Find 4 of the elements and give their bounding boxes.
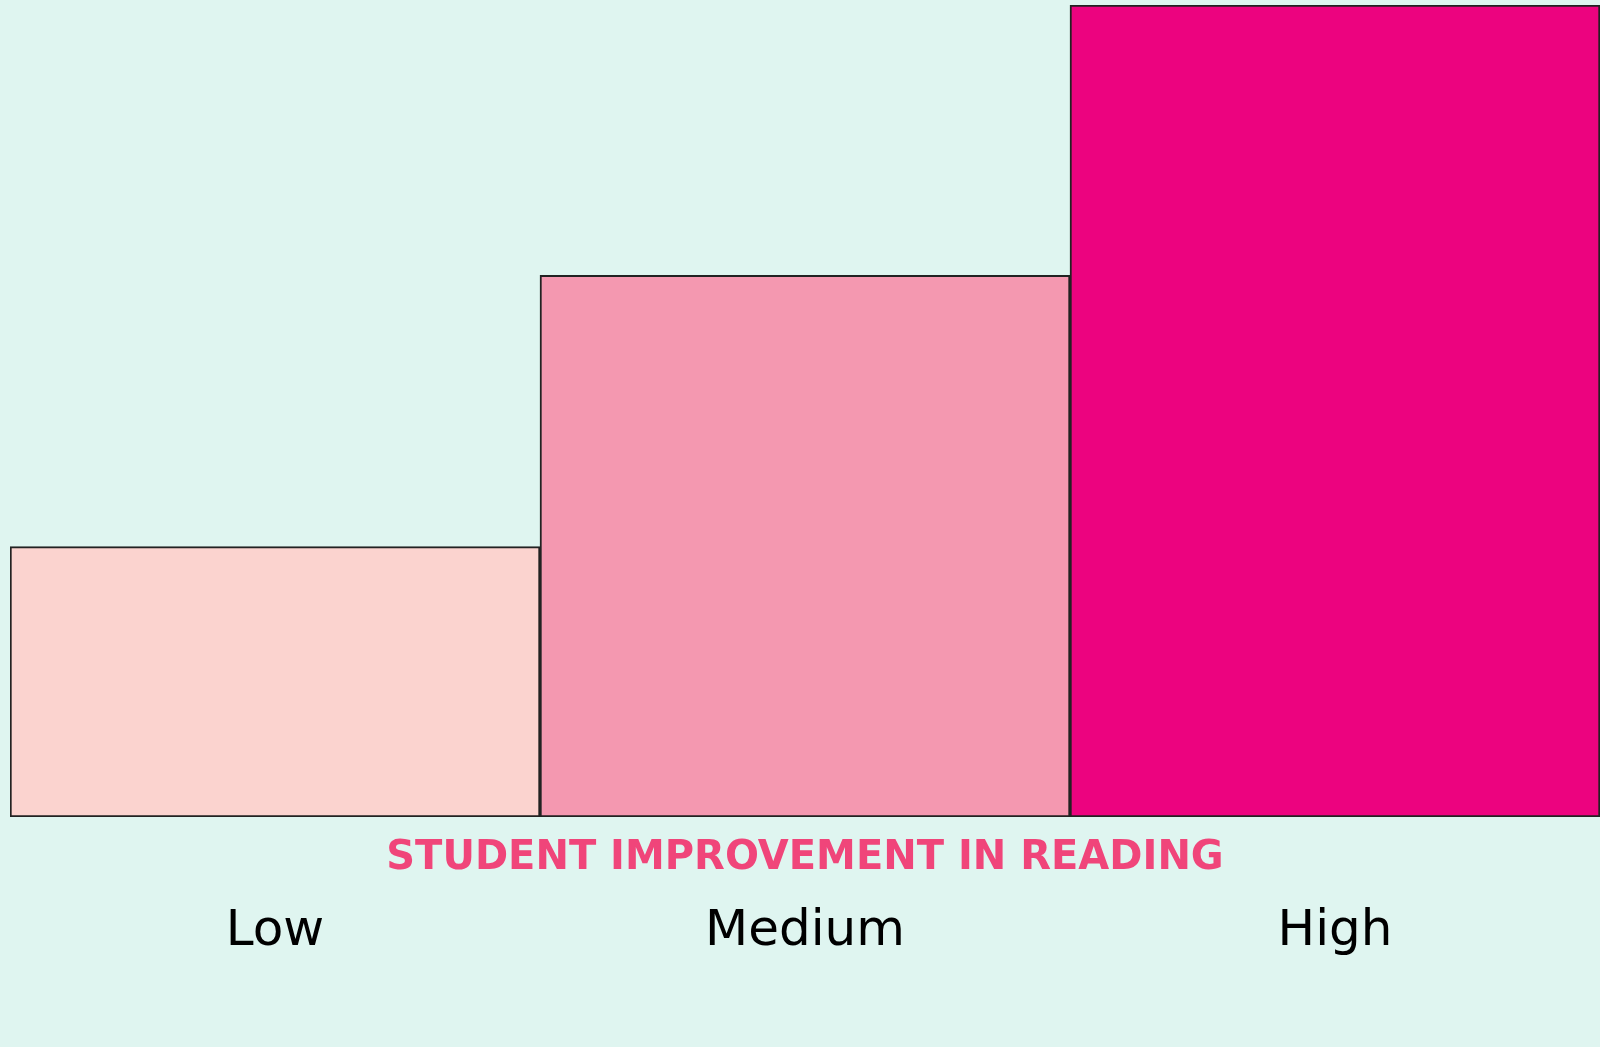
x-tick-label: Medium	[705, 898, 905, 957]
x-tick-label: High	[1277, 898, 1393, 957]
x-axis-title: STUDENT IMPROVEMENT IN READING	[386, 832, 1224, 879]
x-tick-label: Low	[225, 898, 325, 957]
